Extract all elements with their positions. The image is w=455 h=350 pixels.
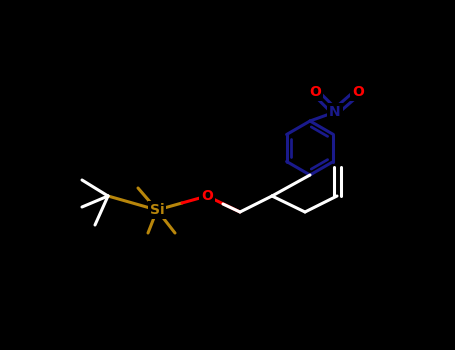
Text: Si: Si	[150, 203, 164, 217]
Text: O: O	[352, 85, 364, 99]
Text: O: O	[309, 85, 321, 99]
Text: O: O	[201, 189, 213, 203]
Text: N: N	[329, 105, 341, 119]
